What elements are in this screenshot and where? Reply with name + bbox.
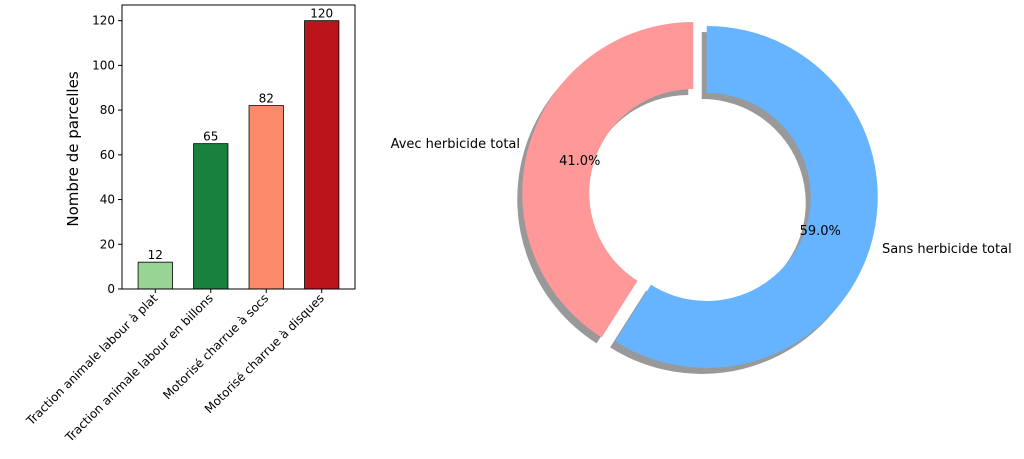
wedge-percent-label: 59.0% (800, 224, 841, 239)
bar-value-label: 120 (310, 7, 333, 21)
y-tick-label: 20 (100, 237, 115, 251)
y-axis: 0 20 40 60 80 100 120 (92, 14, 122, 296)
y-tick-label: 120 (92, 14, 115, 28)
donut-labels: 41.0% Avec herbicide total 59.0% Sans herbi… (391, 137, 1012, 257)
bar-value-label: 82 (259, 92, 274, 106)
donut-wedge (615, 25, 878, 368)
plot-frame (121, 4, 356, 290)
donut-wedges (522, 22, 878, 368)
wedge-category-label: Sans herbicide total (882, 242, 1012, 257)
wedge-category-label: Avec herbicide total (391, 137, 520, 152)
bars: 12 65 82 120 (137, 7, 340, 290)
y-tick-label: 100 (92, 58, 115, 72)
wedge-percent-label: 41.0% (559, 154, 600, 169)
y-tick-label: 60 (100, 148, 115, 162)
bar (304, 20, 340, 290)
y-axis-label: Nombre de parcelles (64, 71, 82, 226)
bar (193, 143, 229, 290)
bar (248, 105, 284, 290)
y-tick-label: 40 (100, 193, 115, 207)
donut-wedge (522, 22, 694, 338)
bar-chart: 0 20 40 60 80 100 120 Nombre de parcelles 12 65… (23, 4, 356, 445)
bar (137, 261, 173, 290)
bar-value-label: 65 (203, 130, 218, 144)
bar-value-label: 12 (148, 248, 163, 262)
y-tick-label: 80 (100, 103, 115, 117)
donut-chart: 41.0% Avec herbicide total 59.0% Sans herbi… (391, 22, 1012, 374)
x-tick-label: Motorisé charrue à socs (160, 291, 271, 402)
y-tick-label: 0 (107, 282, 115, 296)
x-tick-label: Motorisé charrue à disques (202, 291, 327, 416)
